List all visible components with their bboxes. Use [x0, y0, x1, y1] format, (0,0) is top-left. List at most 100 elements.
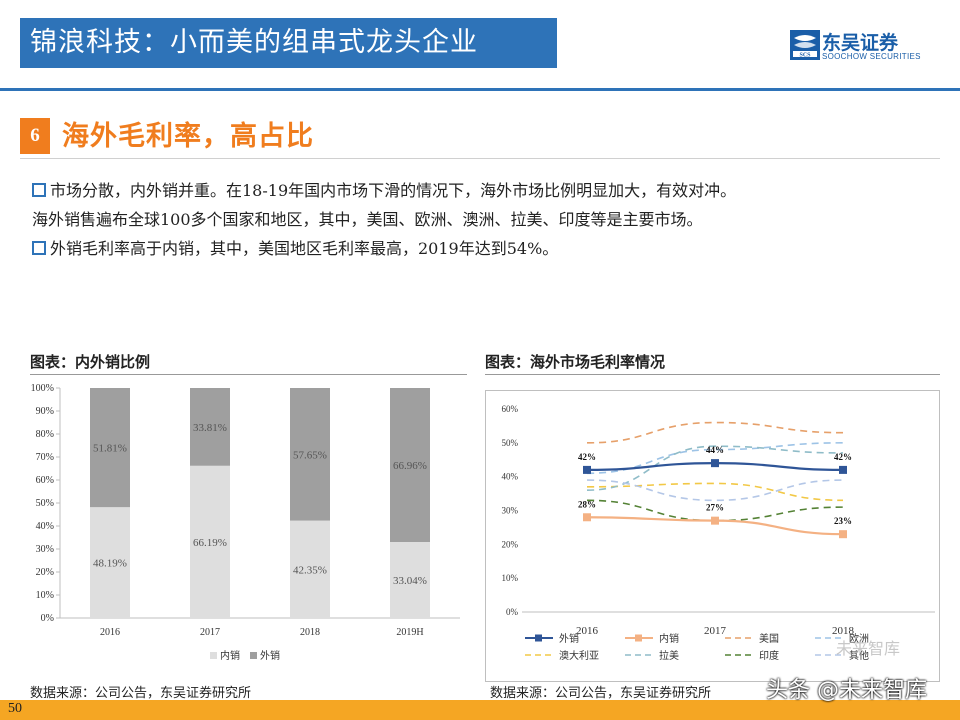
- bullet-square-icon: [32, 241, 46, 255]
- slide-title: 锦浪科技：小而美的组串式龙头企业: [30, 27, 478, 58]
- right-chart-title: 图表：海外市场毛利率情况: [485, 353, 666, 371]
- line-y-tick-label: 40%: [502, 472, 519, 482]
- series-marker: [583, 465, 591, 474]
- bar-y-tick-label: 100%: [31, 383, 54, 394]
- bar-legend-swatch: [250, 652, 257, 659]
- bar-data-label: 51.81%: [93, 443, 127, 455]
- line-y-tick-label: 10%: [502, 573, 519, 583]
- bar-segment-domestic: [190, 465, 230, 618]
- line-legend-label: 外销: [559, 632, 579, 645]
- series-marker: [711, 459, 719, 468]
- series-marker: [583, 513, 591, 522]
- logo-english-name: SOOCHOW SECURITIES: [822, 52, 921, 61]
- series-line-2: [586, 421, 844, 444]
- bar-data-label: 66.96%: [393, 460, 427, 472]
- bar-data-label: 42.35%: [293, 564, 327, 576]
- left-chart-source: 数据来源：公司公告，东吴证券研究所: [30, 686, 252, 701]
- section-title: 海外毛利率，高占比: [62, 121, 314, 152]
- stacked-bar-chart: 0% 10% 20% 30% 40% 50% 60% 70% 80% 90% 100% 48.19% 5…: [31, 383, 460, 662]
- line-legend-label: 印度: [759, 649, 779, 662]
- page-number: 50: [8, 701, 22, 716]
- bar-segment-export: [90, 388, 130, 508]
- line-y-tick-label: 0%: [506, 607, 519, 617]
- left-chart-title: 图表：内外销比例: [30, 353, 151, 371]
- right-chart-title-rule: [485, 374, 940, 375]
- bar-x-tick-label: 2019H: [396, 627, 423, 638]
- bar-legend-label: 内销: [220, 649, 240, 662]
- header-rule: [0, 88, 960, 91]
- bullet-list: 市场分散，内外销并重。在18-19年国内市场下滑的情况下，海外市场比例明显加大，…: [32, 176, 942, 263]
- bullet-square-icon: [32, 183, 46, 197]
- right-chart-source: 数据来源：公司公告，东吴证券研究所: [490, 686, 712, 701]
- bar-segment-export: [290, 388, 330, 521]
- bar-segment-export: [190, 388, 230, 466]
- bar-y-tick-label: 80%: [36, 429, 54, 440]
- bar-x-tick-label: 2018: [300, 627, 320, 638]
- bar-data-label: 48.19%: [93, 558, 127, 570]
- bullet-item: 外销毛利率高于内销，其中，美国地区毛利率最高，2019年达到54%。: [32, 234, 942, 263]
- line-x-tick-label: 2017: [704, 625, 727, 637]
- footer-bar: [0, 700, 960, 720]
- series-marker: [839, 530, 847, 539]
- bar-data-label: 57.65%: [293, 449, 327, 461]
- section-number: 6: [20, 118, 50, 154]
- watermark-top: 未来智库: [836, 639, 901, 658]
- line-legend-label: 欧洲: [849, 633, 869, 645]
- line-legend-label: 内销: [659, 632, 679, 645]
- bar-x-tick-label: 2017: [200, 627, 220, 638]
- series-line-5: [586, 445, 844, 491]
- bar-y-tick-label: 70%: [36, 452, 54, 463]
- series-line-4: [586, 482, 844, 502]
- line-y-tick-label: 50%: [502, 438, 519, 448]
- bar-y-tick-label: 60%: [36, 475, 54, 486]
- line-data-label: 44%: [706, 445, 724, 455]
- bar-y-tick-label: 0%: [41, 613, 54, 624]
- section-divider: [20, 158, 940, 159]
- bar-legend-label: 外销: [260, 649, 280, 662]
- line-y-tick-label: 60%: [502, 404, 519, 414]
- line-x-tick-label: 2018: [832, 625, 855, 637]
- logo-mark-text: SCS: [799, 53, 811, 59]
- bar-segment-domestic: [390, 542, 430, 618]
- bullet-text: 市场分散，内外销并重。在18-19年国内市场下滑的情况下，海外市场比例明显加大，…: [50, 181, 737, 200]
- line-chart-frame: [485, 390, 940, 682]
- bar-data-label: 33.81%: [193, 422, 227, 434]
- line-chart: 0% 10% 20% 30% 40% 50% 60% 2016 2017 2018 42% 44% 42…: [485, 390, 940, 682]
- bar-segment-domestic: [290, 520, 330, 618]
- line-legend-label: 美国: [759, 632, 779, 645]
- line-legend-label: 拉美: [659, 649, 679, 662]
- line-data-label: 27%: [706, 503, 724, 513]
- soochow-logo-icon: SCS: [790, 30, 820, 60]
- series-marker: [711, 516, 719, 525]
- logo-chinese-name: 东吴证券: [822, 32, 899, 54]
- bar-y-tick-label: 30%: [36, 544, 54, 555]
- line-legend-label: 澳大利亚: [559, 649, 599, 662]
- bullet-text: 海外销售遍布全球100多个国家和地区，其中，美国、欧洲、澳洲、拉美、印度等是主要…: [32, 210, 703, 229]
- bar-y-tick-label: 20%: [36, 567, 54, 578]
- line-y-tick-label: 30%: [502, 506, 519, 516]
- company-logo: SCS 东吴证券 SOOCHOW SECURITIES: [790, 28, 940, 68]
- bullet-item: 市场分散，内外销并重。在18-19年国内市场下滑的情况下，海外市场比例明显加大，…: [32, 176, 942, 205]
- bar-data-label: 33.04%: [393, 575, 427, 587]
- line-data-label: 23%: [834, 516, 852, 526]
- line-x-tick-label: 2016: [576, 625, 599, 637]
- title-bar: [20, 18, 557, 68]
- bar-y-tick-label: 40%: [36, 521, 54, 532]
- bar-y-tick-label: 10%: [36, 590, 54, 601]
- bar-data-label: 66.19%: [193, 537, 227, 549]
- line-y-tick-label: 20%: [502, 539, 519, 549]
- watermark: 头条 @未来智库: [766, 678, 927, 703]
- left-chart-title-rule: [30, 374, 467, 375]
- bullet-text: 外销毛利率高于内销，其中，美国地区毛利率最高，2019年达到54%。: [50, 239, 559, 258]
- bar-legend-swatch: [210, 652, 217, 659]
- bullet-continuation: 海外销售遍布全球100多个国家和地区，其中，美国、欧洲、澳洲、拉美、印度等是主要…: [32, 205, 942, 234]
- line-data-label: 42%: [834, 452, 852, 462]
- series-marker: [839, 465, 847, 474]
- bar-segment-export: [390, 388, 430, 543]
- line-legend-label: 其他: [849, 649, 869, 662]
- bar-x-tick-label: 2016: [100, 627, 120, 638]
- bar-segment-domestic: [90, 507, 130, 618]
- line-data-label: 28%: [578, 499, 596, 509]
- line-legend-marker: [635, 634, 642, 642]
- line-legend-marker: [535, 634, 542, 642]
